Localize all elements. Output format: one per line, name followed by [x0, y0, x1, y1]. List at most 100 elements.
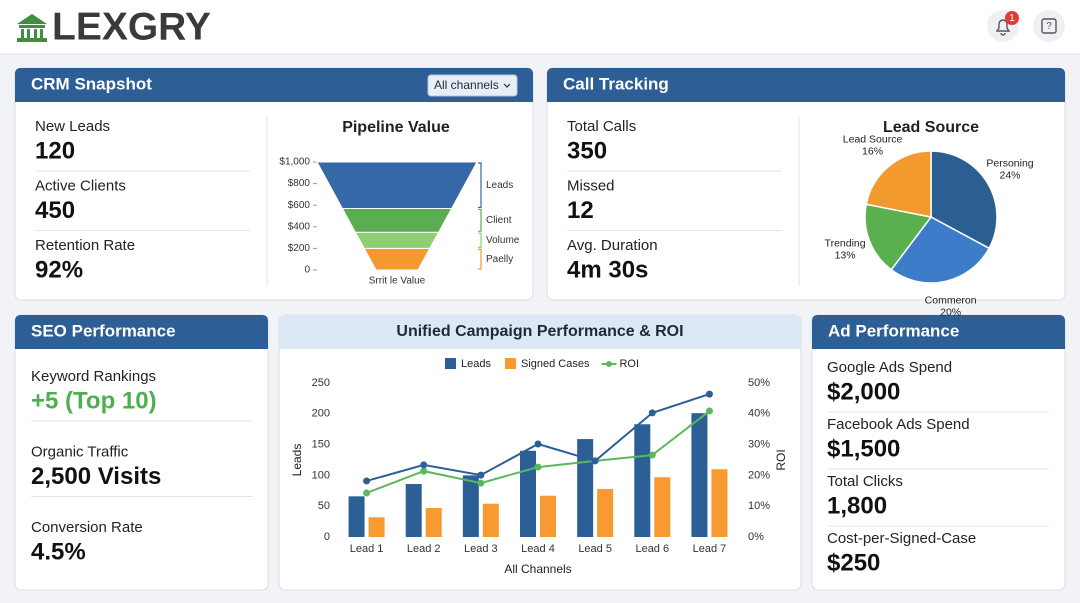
metric-value: 450 — [35, 197, 75, 224]
y2-tick-label: 30% — [748, 439, 770, 451]
funnel-segment — [316, 161, 478, 209]
metric-value: 4m 30s — [567, 256, 648, 283]
help-glyph: ? — [1046, 21, 1052, 32]
line-point — [420, 461, 428, 469]
stage-bracket — [478, 208, 482, 232]
metric-label: Google Ads Spend — [827, 359, 952, 376]
funnel-segment — [354, 231, 440, 249]
help-icon — [1041, 18, 1057, 34]
y-tick-label: 250 — [312, 377, 330, 389]
y-tick-label: $1,000 — [279, 157, 310, 168]
y2-tick-label: 10% — [748, 500, 770, 512]
slice-label: Lead Source — [843, 134, 903, 146]
card-header — [15, 68, 533, 102]
bar — [482, 503, 499, 537]
x-axis-title: All Channels — [504, 562, 571, 576]
line-point — [648, 451, 656, 459]
bar — [711, 469, 728, 537]
help-button[interactable] — [1033, 10, 1065, 42]
bar — [520, 450, 536, 537]
y-tick-label: $800 — [288, 178, 311, 189]
metric-value: $1,500 — [827, 435, 900, 462]
logo-icon — [17, 14, 47, 42]
metric-value: 1,800 — [827, 492, 887, 519]
legend-label: Leads — [461, 358, 491, 370]
x-tick-label: Lead 6 — [635, 543, 669, 555]
metric-value: 2,500 Visits — [31, 463, 161, 490]
slice-label: Commeron — [925, 295, 977, 307]
bar — [577, 439, 594, 537]
y-tick-label: 50 — [318, 500, 330, 512]
x-tick-label: Lead 4 — [521, 543, 555, 555]
y2-tick-label: 40% — [748, 408, 770, 420]
chart-title: Pipeline Value — [342, 119, 450, 136]
card-title: CRM Snapshot — [31, 74, 152, 93]
pie-slice — [930, 150, 998, 250]
card-title: SEO Performance — [31, 321, 176, 340]
line-point — [705, 407, 713, 415]
metric-label: Missed — [567, 177, 615, 194]
y2-tick-label: 50% — [748, 377, 770, 389]
bar — [540, 495, 556, 537]
pie-slice — [890, 216, 991, 284]
metric-label: Facebook Ads Spend — [827, 416, 970, 433]
card-header — [279, 315, 801, 349]
slice-value: 16% — [862, 146, 883, 158]
stage-label: Paelly — [486, 254, 513, 265]
channel-filter-label: All channels — [434, 78, 499, 92]
y-tick-label: 200 — [312, 408, 330, 420]
stage-label: Volume — [486, 235, 520, 246]
metric-label: Total Clicks — [827, 473, 903, 490]
channel-filter[interactable] — [427, 74, 518, 97]
y-tick-label: 100 — [312, 469, 330, 481]
y-axis-title: Leads — [290, 444, 304, 477]
line-point — [648, 409, 656, 417]
y-tick-label: $200 — [288, 243, 311, 254]
card-title: Call Tracking — [563, 74, 669, 93]
card-header — [547, 68, 1065, 102]
card-title: Ad Performance — [828, 321, 959, 340]
line-point — [591, 457, 599, 465]
slice-label: Personing — [986, 158, 1033, 170]
stage-label: Leads — [486, 180, 513, 191]
header-bar — [0, 0, 1080, 54]
x-tick-label: Lead 5 — [578, 543, 612, 555]
bell-icon — [995, 19, 1011, 36]
x-tick-label: Lead 1 — [350, 543, 384, 555]
x-tick-label: Lead 2 — [407, 543, 441, 555]
metric-label: Active Clients — [35, 177, 126, 194]
metric-label: Organic Traffic — [31, 443, 129, 460]
metric-label: Conversion Rate — [31, 519, 143, 536]
y2-tick-label: 0% — [748, 531, 764, 543]
metric-label: New Leads — [35, 118, 110, 135]
line-point — [477, 479, 485, 487]
logo-text: LEXGRY — [52, 5, 211, 48]
funnel-segment — [363, 247, 431, 271]
metric-label: Cost-per-Signed-Case — [827, 530, 976, 547]
metric-value: 4.5% — [31, 538, 86, 565]
chevron — [503, 83, 511, 88]
metric-label: Retention Rate — [35, 237, 135, 254]
y-tick-label: $600 — [288, 200, 311, 211]
legend-swatch — [504, 358, 516, 369]
legend-swatch — [445, 358, 456, 369]
card-header — [812, 315, 1065, 349]
metric-value: 350 — [567, 137, 607, 164]
metric-label: Avg. Duration — [567, 237, 658, 254]
pie-slice — [864, 203, 933, 271]
stage-label: Client — [486, 215, 512, 226]
funnel-segment — [341, 207, 453, 233]
metric-value: $250 — [827, 549, 880, 576]
y2-tick-label: 20% — [748, 469, 770, 481]
chart-title: Lead Source — [883, 119, 979, 136]
y2-axis-title: ROI — [774, 449, 788, 470]
card-title: Unified Campaign Performance & ROI — [396, 323, 683, 340]
line-point — [534, 463, 542, 471]
y-tick-label: 150 — [312, 439, 330, 451]
bar — [691, 413, 708, 537]
stage-bracket — [478, 162, 482, 209]
bar — [348, 496, 365, 537]
slice-value: 13% — [835, 250, 856, 262]
legend-label: ROI — [619, 358, 639, 370]
bar — [654, 477, 671, 537]
